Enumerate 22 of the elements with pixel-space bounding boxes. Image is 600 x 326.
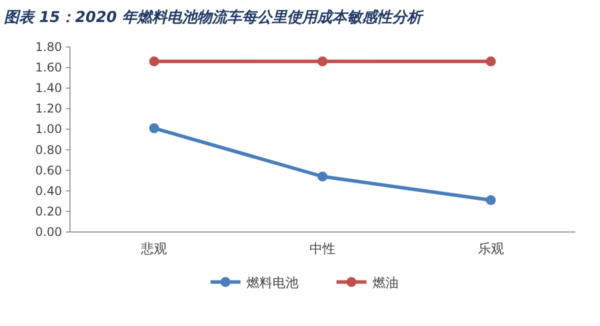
point xyxy=(486,195,496,206)
point xyxy=(318,172,328,182)
y-tick-label: 0.00 xyxy=(35,225,62,239)
point xyxy=(149,56,160,66)
point xyxy=(318,56,328,66)
x-tick-label: 中性 xyxy=(310,242,336,257)
y-tick-label: 1.60 xyxy=(35,60,62,75)
point xyxy=(149,123,160,134)
legend-label: 燃料电池 xyxy=(246,276,298,291)
y-tick-label: 1.00 xyxy=(35,122,62,136)
y-tick-label: 0.20 xyxy=(35,204,62,218)
chart-title: 图表 15：2020 年燃料电池物流车每公里使用成本敏感性分析 xyxy=(4,8,424,26)
y-tick-label: 1.40 xyxy=(35,81,62,96)
y-tick-label: 0.60 xyxy=(35,163,62,178)
y-tick-label: 1.20 xyxy=(35,102,62,116)
x-tick-label: 乐观 xyxy=(478,242,504,257)
y-tick-label: 0.80 xyxy=(35,142,62,157)
point xyxy=(486,56,496,66)
y-tick-label: 0.40 xyxy=(35,184,62,198)
y-tick-label: 1.80 xyxy=(35,40,62,54)
x-tick-label: 悲观 xyxy=(140,242,168,257)
legend-label: 燃油 xyxy=(372,276,398,291)
